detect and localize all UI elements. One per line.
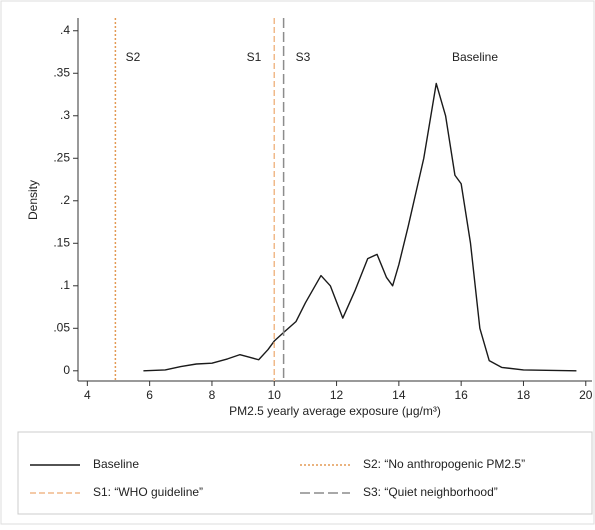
annotation: S2 bbox=[126, 50, 141, 64]
y-tick-label: .2 bbox=[60, 193, 70, 207]
legend-label: S1: “WHO guideline” bbox=[93, 485, 203, 499]
annotation: S3 bbox=[296, 50, 311, 64]
annotation: S1 bbox=[247, 50, 262, 64]
x-tick-label: 6 bbox=[146, 388, 153, 402]
y-tick-label: .05 bbox=[53, 320, 70, 334]
y-tick-label: 0 bbox=[63, 363, 70, 377]
x-tick-label: 16 bbox=[454, 388, 468, 402]
legend-label: S3: “Quiet neighborhood” bbox=[363, 485, 498, 499]
legend-label: S2: “No anthropogenic PM2.5” bbox=[363, 457, 525, 471]
density-line bbox=[143, 82, 577, 372]
x-axis-label: PM2.5 yearly average exposure (μg/m³) bbox=[229, 404, 441, 418]
y-tick-label: .1 bbox=[60, 278, 70, 292]
y-tick-label: .35 bbox=[53, 65, 70, 79]
y-tick-label: .3 bbox=[60, 108, 70, 122]
x-tick-label: 8 bbox=[209, 388, 216, 402]
y-axis-label: Density bbox=[26, 180, 40, 220]
x-tick-label: 12 bbox=[330, 388, 344, 402]
x-tick-label: 14 bbox=[392, 388, 406, 402]
y-tick-label: .4 bbox=[60, 23, 70, 37]
x-tick-label: 10 bbox=[268, 388, 282, 402]
x-tick-label: 4 bbox=[84, 388, 91, 402]
x-tick-label: 20 bbox=[579, 388, 593, 402]
y-tick-label: .25 bbox=[53, 150, 70, 164]
legend-box bbox=[17, 431, 593, 515]
legend-label: Baseline bbox=[93, 457, 139, 471]
annotation: Baseline bbox=[452, 50, 498, 64]
x-tick-label: 18 bbox=[517, 388, 531, 402]
y-tick-label: .15 bbox=[53, 235, 70, 249]
